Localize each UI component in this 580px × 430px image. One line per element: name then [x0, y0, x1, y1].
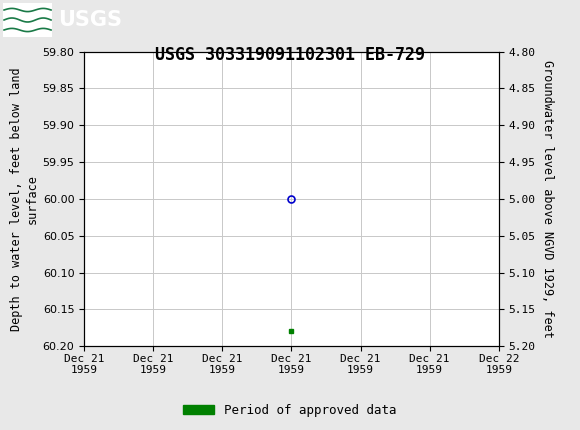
Legend: Period of approved data: Period of approved data — [178, 399, 402, 421]
Text: USGS 303319091102301 EB-729: USGS 303319091102301 EB-729 — [155, 46, 425, 64]
Y-axis label: Depth to water level, feet below land
surface: Depth to water level, feet below land su… — [10, 67, 38, 331]
Text: USGS: USGS — [58, 10, 122, 30]
Y-axis label: Groundwater level above NGVD 1929, feet: Groundwater level above NGVD 1929, feet — [541, 60, 554, 338]
FancyBboxPatch shape — [3, 3, 52, 37]
